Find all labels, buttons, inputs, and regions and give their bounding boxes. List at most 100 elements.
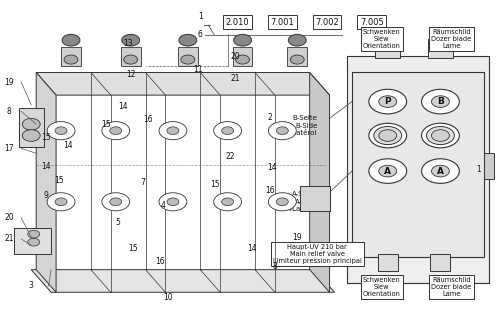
Circle shape [369, 123, 406, 148]
Circle shape [179, 34, 197, 46]
Text: 5: 5 [116, 218, 120, 227]
Bar [378, 254, 398, 271]
Text: 16: 16 [265, 186, 274, 195]
Circle shape [214, 122, 242, 140]
Text: Schwenken
Slew
Orientation: Schwenken Slew Orientation [363, 29, 401, 49]
Polygon shape [31, 270, 334, 292]
Circle shape [124, 55, 138, 64]
Circle shape [214, 193, 242, 211]
Text: 1: 1 [198, 12, 203, 21]
Text: B-Seite
B-Side
B-Latérol: B-Seite B-Side B-Latérol [286, 115, 317, 136]
Circle shape [28, 230, 40, 238]
Bar [232, 47, 252, 66]
Circle shape [379, 165, 396, 177]
Text: 14: 14 [64, 141, 74, 150]
Text: 3: 3 [29, 281, 34, 290]
Text: 17: 17 [4, 144, 14, 153]
Text: Schwenken
Slew
Orientation: Schwenken Slew Orientation [363, 277, 401, 297]
Text: 21: 21 [230, 74, 240, 83]
Polygon shape [36, 72, 330, 95]
Text: Räumschild
Dozer blade
Lame: Räumschild Dozer blade Lame [432, 277, 472, 297]
Circle shape [432, 130, 450, 141]
Text: 15: 15 [128, 244, 138, 253]
Circle shape [422, 159, 460, 183]
Text: 16: 16 [156, 257, 166, 266]
Text: A: A [437, 167, 444, 176]
Text: P: P [384, 97, 391, 106]
Text: 15: 15 [210, 180, 220, 188]
Circle shape [55, 127, 67, 135]
Circle shape [64, 55, 78, 64]
Circle shape [22, 118, 40, 130]
Text: 9: 9 [44, 191, 49, 200]
Bar [14, 228, 51, 254]
Circle shape [369, 159, 406, 183]
Text: 7: 7 [140, 178, 145, 187]
Text: 2.010: 2.010 [226, 18, 250, 27]
Circle shape [167, 127, 179, 135]
Bar [430, 35, 450, 42]
Text: A-Seite
A-Side
A-Latérol: A-Seite A-Side A-Latérol [286, 191, 317, 212]
Circle shape [222, 198, 234, 206]
Circle shape [55, 198, 67, 206]
Text: 10: 10 [163, 293, 173, 302]
Circle shape [422, 89, 460, 114]
Circle shape [159, 122, 187, 140]
Circle shape [268, 193, 296, 211]
Bar [300, 185, 330, 212]
Bar [19, 108, 44, 147]
Bar [428, 38, 453, 58]
Circle shape [222, 127, 234, 135]
Circle shape [110, 127, 122, 135]
Circle shape [167, 198, 179, 206]
Text: 8: 8 [6, 107, 11, 116]
Text: 20: 20 [4, 214, 14, 222]
Circle shape [379, 130, 396, 141]
Bar [120, 47, 141, 66]
Bar [376, 38, 400, 58]
Text: 19: 19 [292, 233, 302, 242]
Circle shape [379, 96, 396, 107]
Text: 21: 21 [4, 234, 14, 244]
Text: Räumschild
Dozer blade
Lame: Räumschild Dozer blade Lame [432, 29, 472, 49]
Circle shape [102, 122, 130, 140]
Circle shape [110, 198, 122, 206]
Text: 4: 4 [160, 200, 166, 210]
Circle shape [369, 89, 406, 114]
Bar [288, 47, 307, 66]
Circle shape [432, 165, 450, 177]
Bar [430, 254, 450, 271]
Circle shape [22, 130, 40, 141]
Text: 1: 1 [476, 165, 481, 174]
Circle shape [47, 122, 75, 140]
Bar [352, 72, 484, 257]
Text: B: B [437, 97, 444, 106]
Circle shape [374, 126, 402, 144]
Text: 14: 14 [248, 244, 258, 253]
Circle shape [288, 34, 306, 46]
Circle shape [276, 198, 288, 206]
Text: 12: 12 [126, 70, 136, 79]
Text: 6: 6 [198, 30, 203, 39]
Circle shape [276, 127, 288, 135]
Circle shape [234, 34, 252, 46]
Text: 14: 14 [42, 162, 51, 171]
Text: Haupt-UV 210 bar
Main relief valve
Limiteur pression principal: Haupt-UV 210 bar Main relief valve Limit… [272, 244, 362, 263]
Circle shape [28, 238, 40, 246]
Circle shape [426, 126, 454, 144]
Text: 7.002: 7.002 [315, 18, 339, 27]
Circle shape [236, 55, 250, 64]
Bar [347, 56, 488, 283]
Bar [484, 153, 494, 179]
Circle shape [102, 193, 130, 211]
Text: 15: 15 [42, 133, 51, 141]
Circle shape [181, 55, 195, 64]
Text: 22: 22 [226, 152, 235, 161]
Text: 8: 8 [272, 262, 277, 271]
Text: 2: 2 [268, 113, 272, 122]
Polygon shape [36, 72, 56, 292]
Circle shape [122, 34, 140, 46]
Circle shape [422, 123, 460, 148]
Text: 19: 19 [4, 78, 14, 87]
Text: 14: 14 [268, 163, 277, 172]
